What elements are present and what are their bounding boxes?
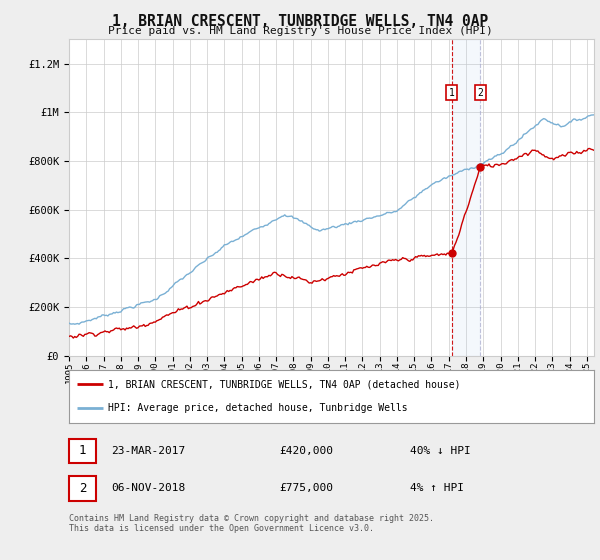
Text: HPI: Average price, detached house, Tunbridge Wells: HPI: Average price, detached house, Tunb…: [109, 403, 408, 413]
Text: Price paid vs. HM Land Registry's House Price Index (HPI): Price paid vs. HM Land Registry's House …: [107, 26, 493, 36]
Text: 1, BRIAN CRESCENT, TUNBRIDGE WELLS, TN4 0AP (detached house): 1, BRIAN CRESCENT, TUNBRIDGE WELLS, TN4 …: [109, 380, 461, 390]
Text: 1, BRIAN CRESCENT, TUNBRIDGE WELLS, TN4 0AP: 1, BRIAN CRESCENT, TUNBRIDGE WELLS, TN4 …: [112, 14, 488, 29]
Bar: [452, 39, 481, 356]
Text: 23-MAR-2017: 23-MAR-2017: [111, 446, 185, 456]
Text: 06-NOV-2018: 06-NOV-2018: [111, 483, 185, 493]
Text: £420,000: £420,000: [279, 446, 333, 456]
Text: 4% ↑ HPI: 4% ↑ HPI: [410, 483, 464, 493]
Text: 1: 1: [79, 444, 86, 457]
Text: 2: 2: [478, 88, 484, 98]
Text: 40% ↓ HPI: 40% ↓ HPI: [410, 446, 471, 456]
Text: Contains HM Land Registry data © Crown copyright and database right 2025.
This d: Contains HM Land Registry data © Crown c…: [69, 514, 434, 534]
Bar: [69, 438, 96, 463]
Text: 1: 1: [449, 88, 455, 98]
Bar: [69, 477, 96, 501]
Text: 2: 2: [79, 482, 86, 495]
Text: £775,000: £775,000: [279, 483, 333, 493]
